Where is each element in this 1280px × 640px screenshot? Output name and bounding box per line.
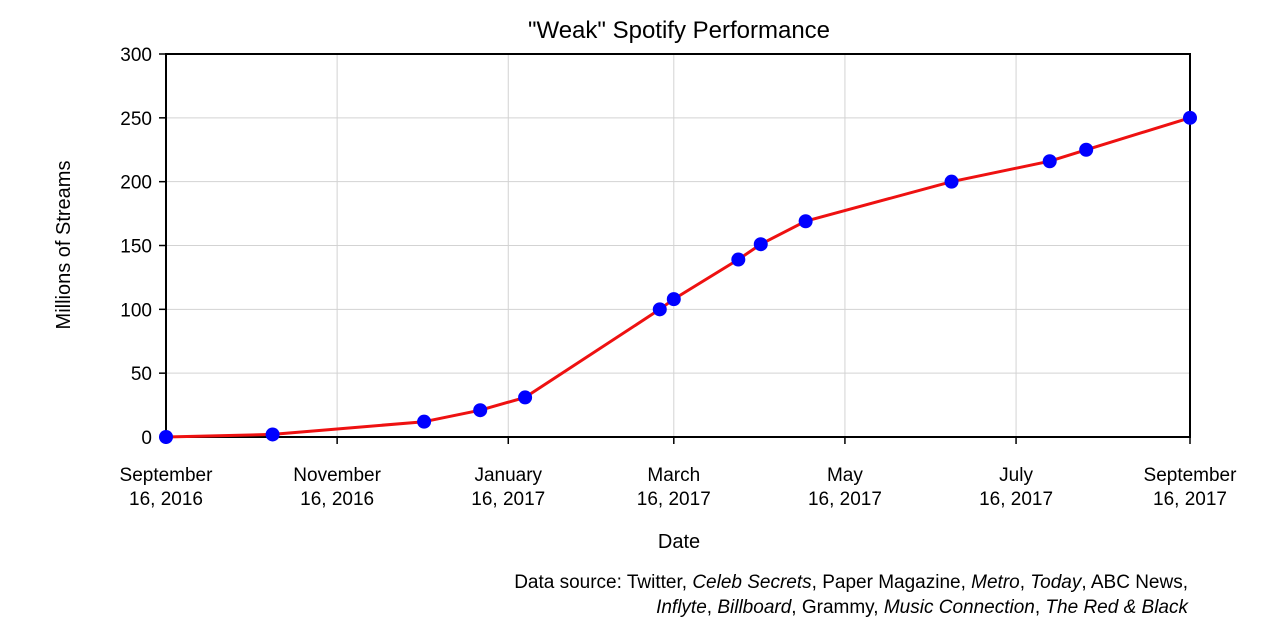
data-source-line-1: Data source: Twitter, Celeb Secrets, Pap… bbox=[514, 572, 1188, 593]
data-point bbox=[753, 237, 768, 252]
data-point bbox=[944, 174, 959, 189]
x-tick-label-month: September bbox=[1144, 465, 1238, 486]
data-point bbox=[417, 414, 432, 429]
x-tick-label-month: November bbox=[293, 465, 381, 486]
y-tick-label: 250 bbox=[120, 109, 152, 130]
source-text: , bbox=[1020, 572, 1031, 593]
y-tick-label: 50 bbox=[131, 364, 152, 385]
source-text: , Grammy, bbox=[791, 597, 884, 618]
data-point bbox=[1042, 154, 1057, 169]
data-point bbox=[265, 427, 280, 442]
y-tick-label: 0 bbox=[141, 428, 152, 449]
y-tick-label: 150 bbox=[120, 237, 152, 258]
x-axis-label: Date bbox=[658, 531, 700, 553]
data-point bbox=[473, 403, 488, 418]
y-tick-label: 200 bbox=[120, 173, 152, 194]
data-point bbox=[1183, 110, 1197, 125]
data-source-line-2: Inflyte, Billboard, Grammy, Music Connec… bbox=[656, 597, 1189, 618]
x-tick-label-month: September bbox=[120, 465, 214, 486]
x-tick-label-date: 16, 2017 bbox=[637, 489, 711, 510]
source-italic-name: Today bbox=[1030, 572, 1083, 593]
y-tick-label: 100 bbox=[120, 300, 152, 321]
source-text: , bbox=[1035, 597, 1046, 618]
data-point bbox=[159, 430, 173, 444]
y-tick-label: 300 bbox=[120, 45, 152, 66]
source-italic-name: Billboard bbox=[717, 597, 792, 618]
x-tick-label-date: 16, 2016 bbox=[300, 489, 374, 510]
x-tick-label-date: 16, 2017 bbox=[979, 489, 1053, 510]
source-text: , bbox=[707, 597, 718, 618]
x-tick-label-date: 16, 2017 bbox=[1153, 489, 1227, 510]
grid bbox=[166, 54, 1190, 437]
x-tick-label-month: January bbox=[474, 465, 542, 486]
series bbox=[159, 110, 1197, 444]
x-tick-label-month: July bbox=[999, 465, 1033, 486]
source-italic-name: The Red & Black bbox=[1045, 597, 1189, 618]
source-text: , Paper Magazine, bbox=[812, 572, 971, 593]
source-italic-name: Inflyte bbox=[656, 597, 707, 618]
x-tick-label-month: March bbox=[647, 465, 700, 486]
data-point bbox=[798, 214, 813, 229]
data-point bbox=[518, 390, 533, 405]
data-point bbox=[652, 302, 667, 317]
chart-title: "Weak" Spotify Performance bbox=[528, 17, 830, 44]
source-italic-name: Celeb Secrets bbox=[692, 572, 812, 593]
x-tick-label-date: 16, 2017 bbox=[808, 489, 882, 510]
source-italic-name: Metro bbox=[971, 572, 1020, 593]
data-point bbox=[666, 292, 681, 307]
y-axis: 0 50 100 150 200 250 300 bbox=[120, 45, 166, 449]
source-text: Data source: Twitter, bbox=[514, 572, 692, 593]
source-italic-name: Music Connection bbox=[884, 597, 1035, 618]
x-axis: September 16, 2016 November 16, 2016 January… bbox=[120, 437, 1238, 510]
x-tick-label-date: 16, 2016 bbox=[129, 489, 203, 510]
series-line bbox=[165, 116, 1191, 439]
data-point bbox=[731, 252, 746, 267]
source-text: , ABC News, bbox=[1081, 572, 1188, 593]
x-tick-label-date: 16, 2017 bbox=[471, 489, 545, 510]
y-axis-label: Millions of Streams bbox=[53, 161, 75, 330]
x-tick-label-month: May bbox=[827, 465, 863, 486]
data-point bbox=[1079, 142, 1094, 157]
